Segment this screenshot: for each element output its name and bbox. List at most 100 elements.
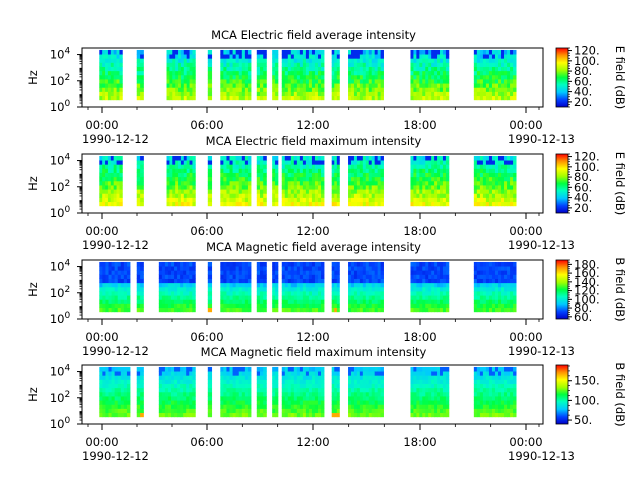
spectrogram-cell <box>321 261 325 267</box>
spectrogram-cell <box>473 91 478 97</box>
spectrogram-cell <box>284 371 289 376</box>
spectrogram-cell <box>331 49 335 55</box>
spectrogram-cell <box>431 387 435 393</box>
spectrogram-cell <box>380 87 384 92</box>
spectrogram-cell <box>123 408 128 414</box>
spectrogram-cell <box>238 83 243 88</box>
spectrogram-cell <box>226 400 230 405</box>
spectrogram-cell <box>164 291 169 296</box>
spectrogram-cell <box>504 197 508 203</box>
spectrogram-cell <box>494 70 499 76</box>
spectrogram-cell <box>510 391 514 397</box>
spectrogram-cell <box>120 387 125 393</box>
spectrogram-cell <box>377 371 382 376</box>
spectrogram-cell <box>275 62 279 67</box>
spectrogram-cell <box>220 176 224 182</box>
spectrogram-cell <box>365 282 370 288</box>
spectrogram-cell <box>445 400 450 405</box>
spectrogram-cell <box>284 274 289 279</box>
spectrogram-cell <box>513 87 517 92</box>
spectrogram-cell <box>317 83 322 88</box>
spectrogram-cell <box>186 62 190 67</box>
spectrogram-cell <box>290 87 295 92</box>
spectrogram-cell <box>223 261 227 267</box>
spectrogram-cell <box>235 274 240 279</box>
spectrogram-cell <box>290 366 295 372</box>
spectrogram-cell <box>180 291 184 296</box>
spectrogram-cell <box>290 396 295 401</box>
spectrogram-cell <box>290 291 295 296</box>
spectrogram-cell <box>336 62 340 67</box>
spectrogram-cell <box>434 270 438 275</box>
spectrogram-cell <box>440 197 444 203</box>
spectrogram-cell <box>272 375 276 380</box>
spectrogram-cell <box>178 74 182 80</box>
spectrogram-cell <box>229 160 233 165</box>
spectrogram-cell <box>485 274 490 279</box>
spectrogram-cell <box>164 286 169 292</box>
spectrogram-cell <box>207 155 213 161</box>
spectrogram-cell <box>362 291 367 296</box>
spectrogram-cell <box>498 366 502 372</box>
spectrogram-cell <box>229 58 233 63</box>
spectrogram-cell <box>351 366 355 372</box>
spectrogram-cell <box>299 95 304 101</box>
spectrogram-cell <box>425 303 429 309</box>
spectrogram-cell <box>331 160 335 165</box>
spectrogram-cell <box>116 58 120 63</box>
spectrogram-cell <box>504 408 508 414</box>
spectrogram-cell <box>171 307 175 313</box>
spectrogram-cell <box>425 295 429 300</box>
spectrogram-cell <box>351 270 355 275</box>
spectrogram-cell <box>302 366 307 372</box>
spectrogram-cell <box>321 266 325 271</box>
spectrogram-cell <box>290 412 295 418</box>
spectrogram-cell <box>183 383 187 389</box>
spectrogram-cell <box>434 375 438 380</box>
spectrogram-cell <box>494 303 499 309</box>
spectrogram-cell <box>235 201 240 207</box>
spectrogram-cell <box>174 307 178 313</box>
spectrogram-cell <box>501 193 505 198</box>
spectrogram-cell <box>498 58 502 63</box>
spectrogram-cell <box>422 408 426 414</box>
spectrogram-cell <box>501 180 505 186</box>
spectrogram-cell <box>175 79 179 84</box>
spectrogram-cell <box>229 201 233 207</box>
spectrogram-cell <box>290 266 295 271</box>
spectrogram-cell <box>504 274 508 279</box>
spectrogram-cell <box>244 197 249 203</box>
spectrogram-cell <box>416 400 420 405</box>
spectrogram-cell <box>507 95 511 101</box>
spectrogram-cell <box>491 408 496 414</box>
spectrogram-cell <box>102 83 106 88</box>
spectrogram-cell <box>136 299 141 304</box>
spectrogram-cell <box>440 95 444 101</box>
spectrogram-cell <box>120 400 125 405</box>
spectrogram-cell <box>113 172 117 178</box>
spectrogram-cell <box>272 58 276 63</box>
spectrogram-cell <box>244 412 249 418</box>
spectrogram-cell <box>445 270 450 275</box>
spectrogram-cell <box>136 54 141 59</box>
spectrogram-cell <box>321 79 325 84</box>
spectrogram-cell <box>158 383 163 389</box>
spectrogram-cell <box>180 176 185 182</box>
spectrogram-cell <box>119 180 123 186</box>
spectrogram-cell <box>305 291 310 296</box>
spectrogram-cell <box>113 54 117 59</box>
spectrogram-cell <box>299 375 304 380</box>
spectrogram-cell <box>311 160 316 165</box>
spectrogram-cell <box>445 79 450 84</box>
spectrogram-cell <box>410 189 414 194</box>
spectrogram-cell <box>488 366 493 372</box>
spectrogram-cell <box>226 408 230 414</box>
spectrogram-cell <box>504 391 508 397</box>
spectrogram-cell <box>136 87 141 92</box>
spectrogram-cell <box>368 58 373 63</box>
spectrogram-cell <box>362 87 367 92</box>
spectrogram-cell <box>189 201 193 207</box>
spectrogram-cell <box>305 412 310 418</box>
spectrogram-cell <box>229 95 233 101</box>
spectrogram-cell <box>247 95 252 101</box>
